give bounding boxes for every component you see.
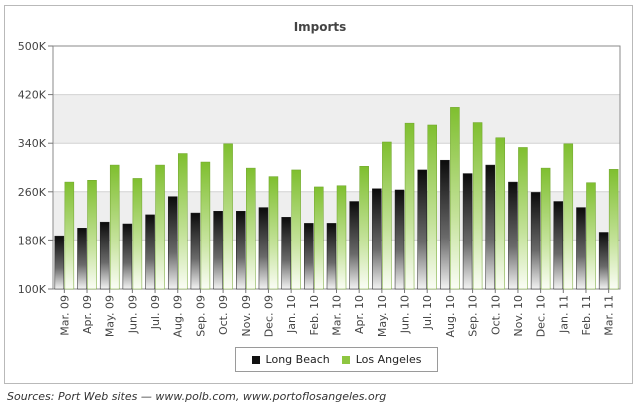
y-tick-label: 180K [18, 234, 47, 247]
legend-label-los-angeles: Los Angeles [355, 353, 422, 366]
y-tick-label: 500K [18, 40, 47, 53]
bar-los-angeles [87, 180, 97, 290]
plot-band [53, 94, 620, 144]
x-tick-label: Aug. 09 [172, 295, 185, 337]
bar-los-angeles [359, 166, 369, 290]
legend-swatch-long-beach [251, 355, 260, 364]
bar-long-beach [598, 232, 609, 290]
bar-long-beach [54, 235, 65, 290]
x-tick-label: Jul. 09 [149, 295, 162, 330]
x-tick-label: Feb. 10 [308, 295, 321, 335]
bar-long-beach [326, 223, 337, 290]
bar-los-angeles [132, 178, 143, 290]
bar-los-angeles [450, 107, 460, 290]
y-tick-label: 100K [18, 283, 47, 296]
x-tick-label: Jan. 10 [285, 295, 298, 334]
x-tick-label: Mar. 09 [58, 295, 71, 336]
x-tick-label: Jan. 11 [557, 295, 570, 334]
x-tick-label: Apr. 09 [81, 295, 94, 334]
bar-los-angeles [64, 181, 75, 290]
bar-los-angeles [608, 169, 619, 290]
x-tick-label: Oct. 10 [489, 295, 502, 335]
x-tick-label: Dec. 10 [535, 295, 548, 337]
bar-long-beach [394, 189, 405, 290]
x-tick-label: Aug. 10 [444, 295, 457, 337]
bar-long-beach [213, 210, 223, 290]
bar-long-beach [440, 159, 450, 290]
bar-los-angeles [223, 143, 233, 290]
bar-long-beach [122, 223, 133, 290]
bar-long-beach [417, 169, 427, 290]
bar-long-beach [576, 207, 586, 290]
bar-long-beach [462, 173, 473, 290]
x-tick-label: Nov. 10 [512, 295, 525, 337]
bar-long-beach [281, 217, 291, 290]
bar-los-angeles [268, 176, 279, 290]
bar-los-angeles [177, 153, 188, 290]
bar-los-angeles [472, 122, 483, 290]
bar-los-angeles [586, 182, 596, 290]
bar-los-angeles [155, 164, 165, 290]
x-tick-label: Jun. 09 [126, 295, 139, 334]
bar-long-beach [553, 201, 564, 290]
x-tick-label: Apr. 10 [353, 295, 366, 334]
x-tick-label: May. 09 [104, 295, 117, 337]
y-tick-label: 340K [18, 137, 47, 150]
bar-los-angeles [336, 185, 347, 290]
x-tick-label: Dec. 09 [262, 295, 275, 337]
bar-long-beach [485, 164, 496, 290]
x-tick-label: Jun. 10 [399, 295, 412, 334]
x-tick-label: May. 10 [376, 295, 389, 337]
legend-swatch-los-angeles [341, 355, 350, 364]
x-tick-label: Mar. 11 [603, 295, 616, 336]
x-tick-label: Sep. 09 [194, 295, 207, 337]
bar-los-angeles [563, 143, 574, 290]
bar-long-beach [190, 212, 201, 290]
legend-item-los-angeles: Los Angeles [341, 353, 422, 366]
x-tick-label: Sep. 10 [467, 295, 480, 337]
bar-los-angeles [109, 164, 120, 290]
bar-los-angeles [314, 186, 324, 290]
legend-item-long-beach: Long Beach [251, 353, 330, 366]
x-tick-label: Mar. 10 [331, 295, 344, 336]
bar-long-beach [145, 214, 155, 290]
bar-long-beach [530, 192, 541, 290]
bar-los-angeles [200, 161, 211, 290]
bar-long-beach [99, 221, 110, 290]
bar-long-beach [236, 210, 246, 290]
legend-label-long-beach: Long Beach [265, 353, 330, 366]
x-tick-label: Nov. 09 [240, 295, 253, 337]
bar-long-beach [77, 228, 87, 290]
bar-long-beach [304, 223, 314, 290]
bar-long-beach [258, 207, 269, 290]
bar-los-angeles [495, 137, 506, 290]
y-tick-label: 420K [18, 89, 47, 102]
bar-long-beach [372, 188, 382, 290]
bar-long-beach [508, 181, 518, 290]
x-tick-label: Feb. 11 [580, 295, 593, 335]
bar-los-angeles [382, 141, 392, 290]
bar-long-beach [167, 196, 178, 290]
bar-los-angeles [291, 169, 301, 290]
bar-los-angeles [518, 147, 528, 290]
bar-los-angeles [246, 167, 256, 290]
plot-band [53, 46, 620, 95]
source-note: Sources: Port Web sites — www.polb.com, … [7, 390, 387, 403]
x-tick-label: Jul. 10 [421, 295, 434, 330]
x-tick-label: Oct. 09 [217, 295, 230, 335]
chart-title: Imports [293, 20, 347, 34]
bar-los-angeles [427, 124, 437, 290]
legend: Long Beach Los Angeles [235, 347, 438, 372]
y-tick-label: 260K [18, 186, 47, 199]
bar-los-angeles [404, 122, 415, 290]
bar-los-angeles [540, 167, 551, 290]
bar-long-beach [349, 201, 359, 290]
